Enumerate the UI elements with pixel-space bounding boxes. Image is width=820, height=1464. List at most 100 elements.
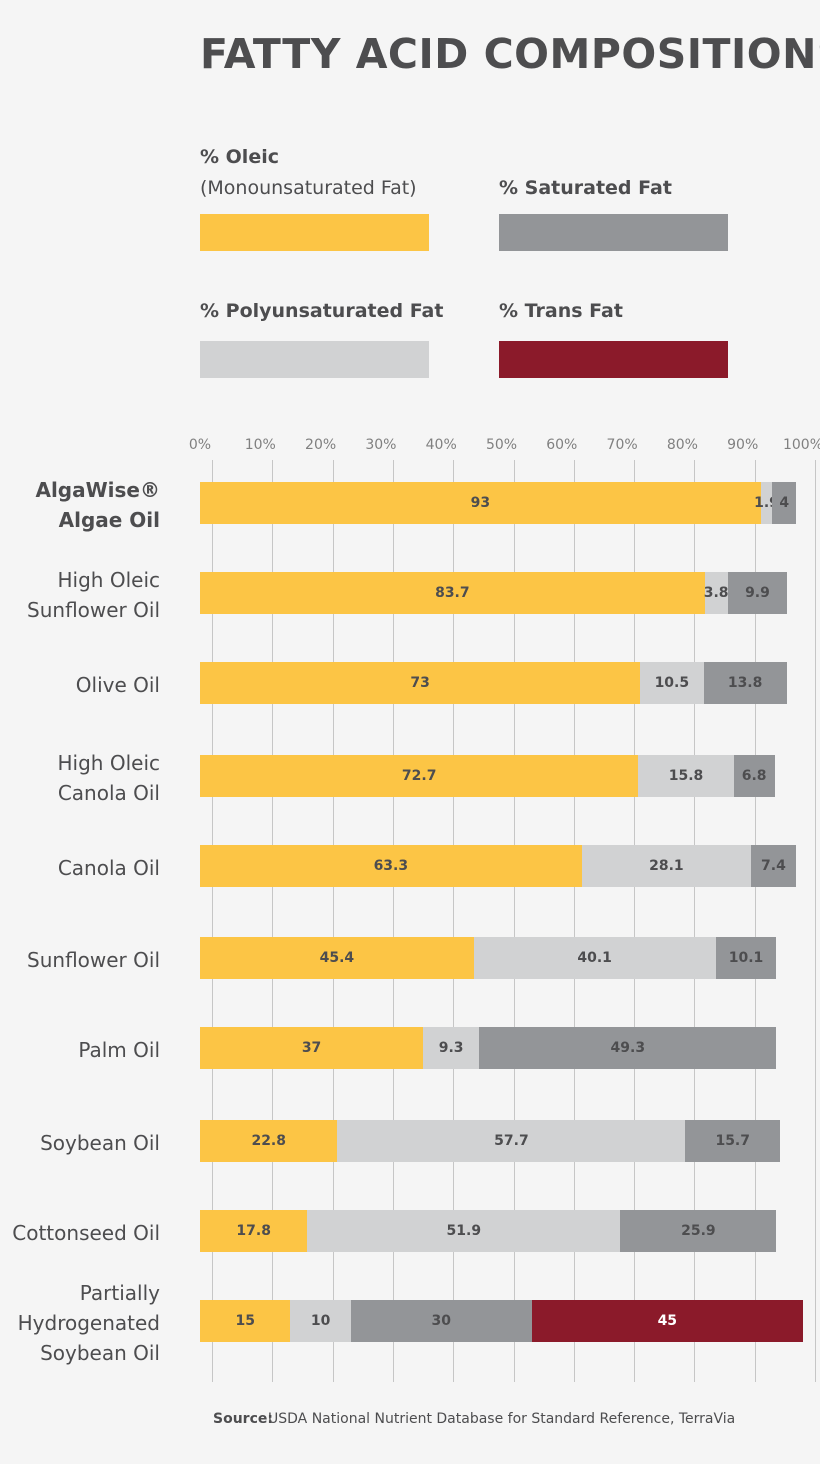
value-label: 10.1 [728, 950, 764, 966]
grid-line [513, 460, 515, 1382]
value-label: 51.9 [446, 1223, 482, 1239]
legend-note: (Monounsaturated Fat) [200, 177, 417, 199]
bar-segment [703, 662, 787, 704]
bar-segment [337, 1120, 686, 1162]
value-label: 40.1 [577, 950, 612, 966]
bar-segment [760, 482, 773, 524]
bar-segment [200, 937, 474, 979]
legend-swatch [200, 341, 429, 378]
grid-line [573, 460, 575, 1382]
bar-segment [200, 572, 705, 614]
bar-segment [473, 937, 716, 979]
bar-segment [200, 1120, 338, 1162]
bar-segment [200, 662, 641, 704]
bar-segment [200, 1300, 291, 1342]
category-label: Sunflower Oil [27, 948, 160, 972]
x-tick-label: 60% [546, 437, 578, 453]
bar-segment [772, 482, 797, 524]
category-label: Canola Oil [57, 856, 160, 880]
bar-segment [715, 937, 777, 979]
grid-line [815, 460, 816, 1382]
bar-segment [423, 1027, 480, 1069]
bar-segment [733, 755, 775, 797]
value-label: 3.8 [703, 585, 729, 601]
value-label: 15.7 [715, 1133, 750, 1149]
value-label: 83.7 [435, 585, 470, 601]
legend-label: % Saturated Fat [499, 177, 672, 199]
value-label: 37 [301, 1040, 322, 1056]
value-label: 72.7 [401, 768, 437, 784]
value-label: 7.4 [761, 858, 786, 874]
category-label: High Oleic Sunflower Oil [27, 568, 160, 622]
value-label: 28.1 [649, 858, 684, 874]
category-label: AlgaWise® Algae Oil [35, 478, 160, 532]
bar-segment [704, 572, 728, 614]
grid-line [453, 460, 455, 1382]
bar-segment [581, 845, 752, 887]
value-label: 30 [431, 1313, 451, 1329]
grid-line [272, 460, 274, 1382]
grid-line [392, 460, 394, 1382]
bar-segment [531, 1300, 803, 1342]
value-label: 22.8 [251, 1133, 286, 1149]
grid-line [754, 460, 756, 1382]
bar-segment [751, 845, 796, 887]
value-label: 4 [779, 495, 790, 511]
x-tick-label: 90% [727, 437, 759, 453]
grid-line [694, 460, 696, 1382]
grid-line [634, 460, 636, 1382]
x-tick-label: 70% [606, 437, 638, 453]
source-label: Source: [213, 1411, 273, 1427]
x-tick-label: 80% [666, 437, 698, 453]
chart-title: FATTY ACID COMPOSITIONS [200, 30, 820, 78]
category-label: Olive Oil [75, 673, 160, 697]
category-label: Cottonseed Oil [12, 1221, 160, 1245]
bar-segment [200, 755, 639, 797]
legend-swatch [499, 214, 728, 251]
bar-segment [685, 1120, 781, 1162]
bar-segment [200, 1027, 424, 1069]
category-label: Soybean Oil [40, 1131, 160, 1155]
bar-segment [290, 1300, 351, 1342]
value-label: 9.9 [745, 585, 770, 601]
value-label: 49.3 [610, 1040, 646, 1056]
value-label: 17.8 [236, 1223, 271, 1239]
grid-line [332, 460, 334, 1382]
x-tick-label: 20% [305, 437, 337, 453]
bar-segment [620, 1210, 777, 1252]
legend-swatch [200, 214, 429, 251]
x-tick-label: 0% [188, 437, 212, 453]
x-tick-label: 30% [365, 437, 397, 453]
legend-label: % Oleic [200, 146, 279, 168]
value-label: 93 [470, 495, 491, 511]
category-label: High Oleic Canola Oil [57, 751, 160, 805]
x-tick-label: 100% [782, 437, 820, 453]
legend-label: % Polyunsaturated Fat [200, 300, 444, 322]
value-label: 45 [657, 1313, 678, 1329]
category-label: Partially Hydrogenated Soybean Oil [17, 1281, 160, 1365]
bar-segment [200, 1210, 308, 1252]
value-label: 10.5 [654, 675, 690, 691]
value-label: 73 [410, 675, 430, 691]
value-label: 45.4 [319, 950, 355, 966]
value-label: 13.8 [727, 675, 763, 691]
value-label: 10 [310, 1313, 331, 1329]
bar-segment [307, 1210, 621, 1252]
category-label: Palm Oil [78, 1038, 160, 1062]
source-text: USDA National Nutrient Database for Stan… [268, 1411, 736, 1427]
x-tick-label: 40% [425, 437, 457, 453]
value-label: 9.3 [438, 1040, 464, 1056]
value-label: 15 [235, 1313, 255, 1329]
bar-segment [640, 662, 704, 704]
bar-segment [200, 845, 582, 887]
value-label: 25.9 [681, 1223, 716, 1239]
x-tick-label: 50% [485, 437, 518, 453]
legend-label: % Trans Fat [499, 300, 623, 322]
bar-segment [638, 755, 734, 797]
bar-segment [200, 482, 761, 524]
x-tick-label: 10% [244, 437, 276, 453]
legend-swatch [499, 341, 728, 378]
bar-segment [727, 572, 788, 614]
value-label: 57.7 [494, 1133, 529, 1149]
